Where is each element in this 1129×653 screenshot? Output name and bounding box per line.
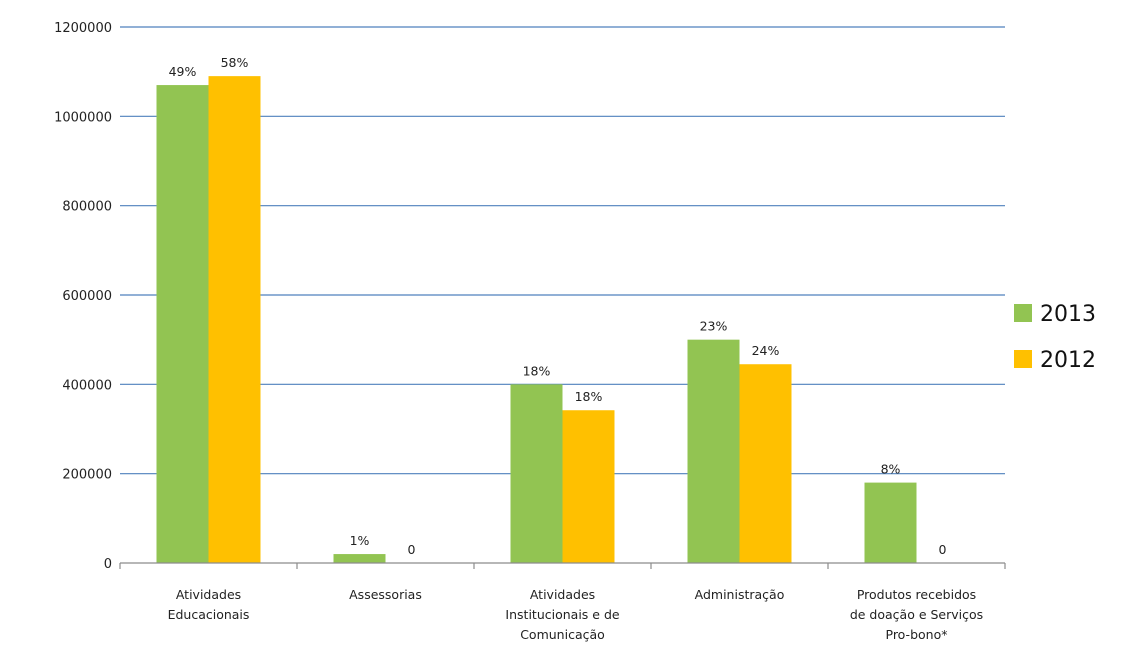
x-axis xyxy=(120,563,1005,569)
bars xyxy=(157,76,917,563)
category-label-line: Atividades xyxy=(530,587,595,602)
category-label: Assessorias xyxy=(349,587,422,602)
bar-2013-4 xyxy=(865,483,917,563)
y-tick-label: 0 xyxy=(104,557,112,572)
data-label: 24% xyxy=(752,343,780,358)
category-label-line: Pro-bono* xyxy=(886,627,948,642)
legend-label: 2013 xyxy=(1040,302,1096,327)
bar-2012-2 xyxy=(563,410,615,563)
category-label-line: Administração xyxy=(695,587,785,602)
category-label: Atividades Institucionais e de Comunicação xyxy=(505,587,619,642)
category-label-line: Assessorias xyxy=(349,587,422,602)
data-label: 0 xyxy=(408,542,416,557)
bar-2013-1 xyxy=(334,554,386,563)
data-label: 23% xyxy=(700,319,728,334)
bar-2013-2 xyxy=(511,384,563,563)
category-labels: Atividades Educacionais Assessorias Ativida… xyxy=(168,587,984,642)
y-tick-label: 1200000 xyxy=(54,21,112,36)
y-tick-label: 600000 xyxy=(62,289,112,304)
data-label: 1% xyxy=(350,533,370,548)
bar-2013-0 xyxy=(157,85,209,563)
category-label-line: Institucionais e de xyxy=(505,607,619,622)
bar-2013-3 xyxy=(688,340,740,563)
data-label: 49% xyxy=(169,64,197,79)
category-label: Atividades Educacionais xyxy=(168,587,250,622)
legend-swatch xyxy=(1014,350,1032,368)
category-label: Produtos recebidos de doação e Serviços Pr… xyxy=(850,587,983,642)
legend-swatch xyxy=(1014,304,1032,322)
bar-2012-3 xyxy=(740,364,792,563)
category-label-line: Produtos recebidos xyxy=(857,587,976,602)
y-axis-ticks: 0 200000 400000 600000 800000 1000000 1200000 xyxy=(54,21,112,572)
category-label-line: Comunicação xyxy=(520,627,605,642)
data-label: 58% xyxy=(221,55,249,70)
y-tick-label: 800000 xyxy=(62,200,112,215)
y-tick-label: 400000 xyxy=(62,378,112,393)
category-label: Administração xyxy=(695,587,785,602)
data-label: 18% xyxy=(575,389,603,404)
legend: 2013 2012 xyxy=(1014,302,1096,373)
category-label-line: Atividades xyxy=(176,587,241,602)
data-label: 18% xyxy=(523,363,551,378)
data-label: 8% xyxy=(881,462,901,477)
bar-2012-0 xyxy=(209,76,261,563)
legend-label: 2012 xyxy=(1040,348,1096,373)
y-tick-label: 200000 xyxy=(62,468,112,483)
category-label-line: de doação e Serviços xyxy=(850,607,983,622)
category-label-line: Educacionais xyxy=(168,607,250,622)
data-label: 0 xyxy=(939,542,947,557)
y-tick-label: 1000000 xyxy=(54,110,112,125)
